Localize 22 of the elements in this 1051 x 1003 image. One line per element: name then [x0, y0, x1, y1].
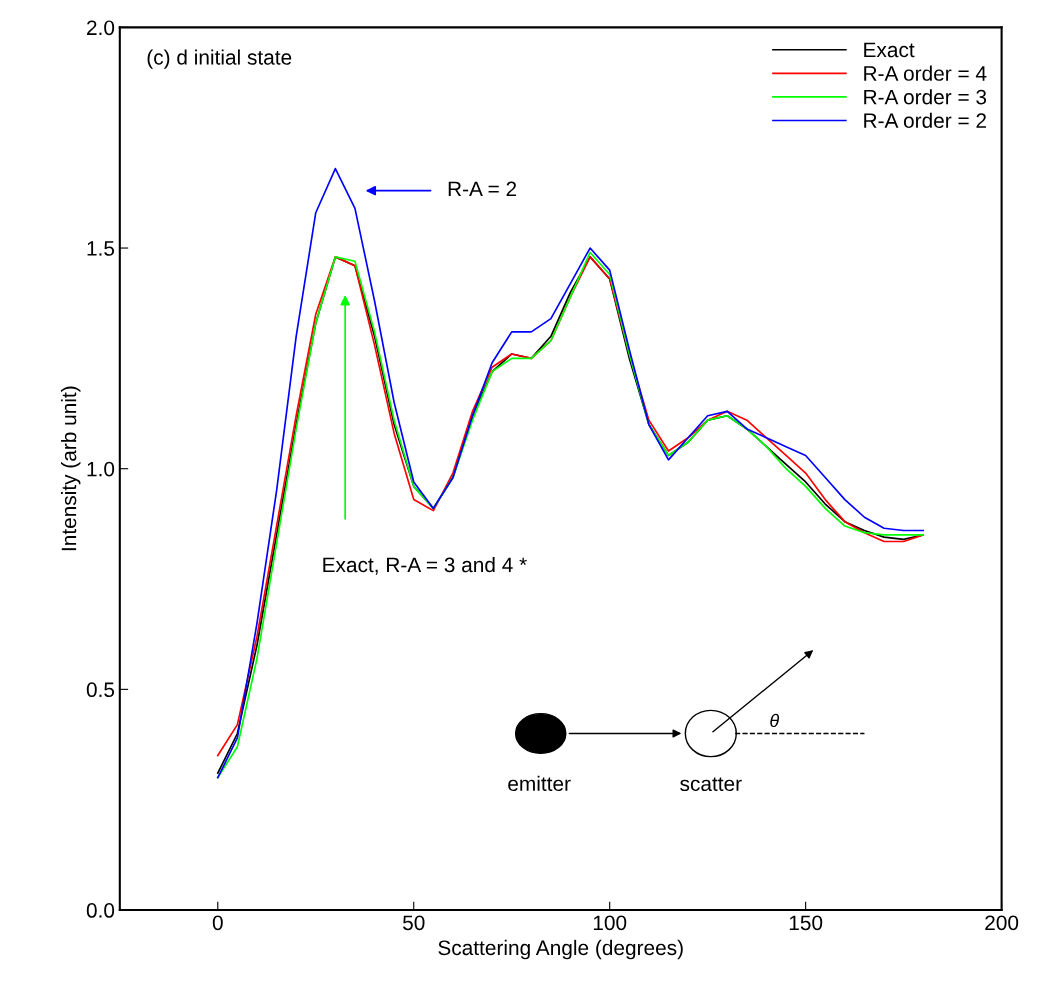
y-tick-label: 0.5 [86, 682, 115, 698]
annotation: Exact, R-A = 3 and 4 * [323, 556, 527, 575]
legend-label: R-A order = 2 [864, 112, 986, 129]
legend-label: R-A order = 4 [864, 65, 987, 81]
annotation: scatter [680, 777, 742, 792]
y-tick-label: 2.0 [87, 20, 115, 36]
x-axis-title: Scattering Angle (degrees) [438, 939, 683, 960]
annotation: emitter [508, 775, 571, 792]
y-tick-label: 1.5 [87, 241, 115, 256]
x-tick-label: 150 [789, 915, 823, 931]
legend-label: Exact [864, 42, 915, 58]
y-tick-label: 1.0 [87, 461, 115, 477]
legend-label: R-A order = 3 [864, 89, 987, 105]
y-tick-label: 0.0 [86, 903, 115, 918]
annotation: R-A = 2 [448, 181, 517, 197]
annotation: θ [770, 713, 780, 728]
y-axis-title: Intensity (arb unit) [61, 386, 81, 551]
annotation: (c) d initial state [147, 49, 292, 69]
x-tick-label: 0 [212, 915, 223, 931]
x-tick-label: 100 [593, 915, 627, 931]
x-tick-label: 200 [985, 915, 1019, 931]
x-tick-label: 50 [402, 915, 425, 931]
